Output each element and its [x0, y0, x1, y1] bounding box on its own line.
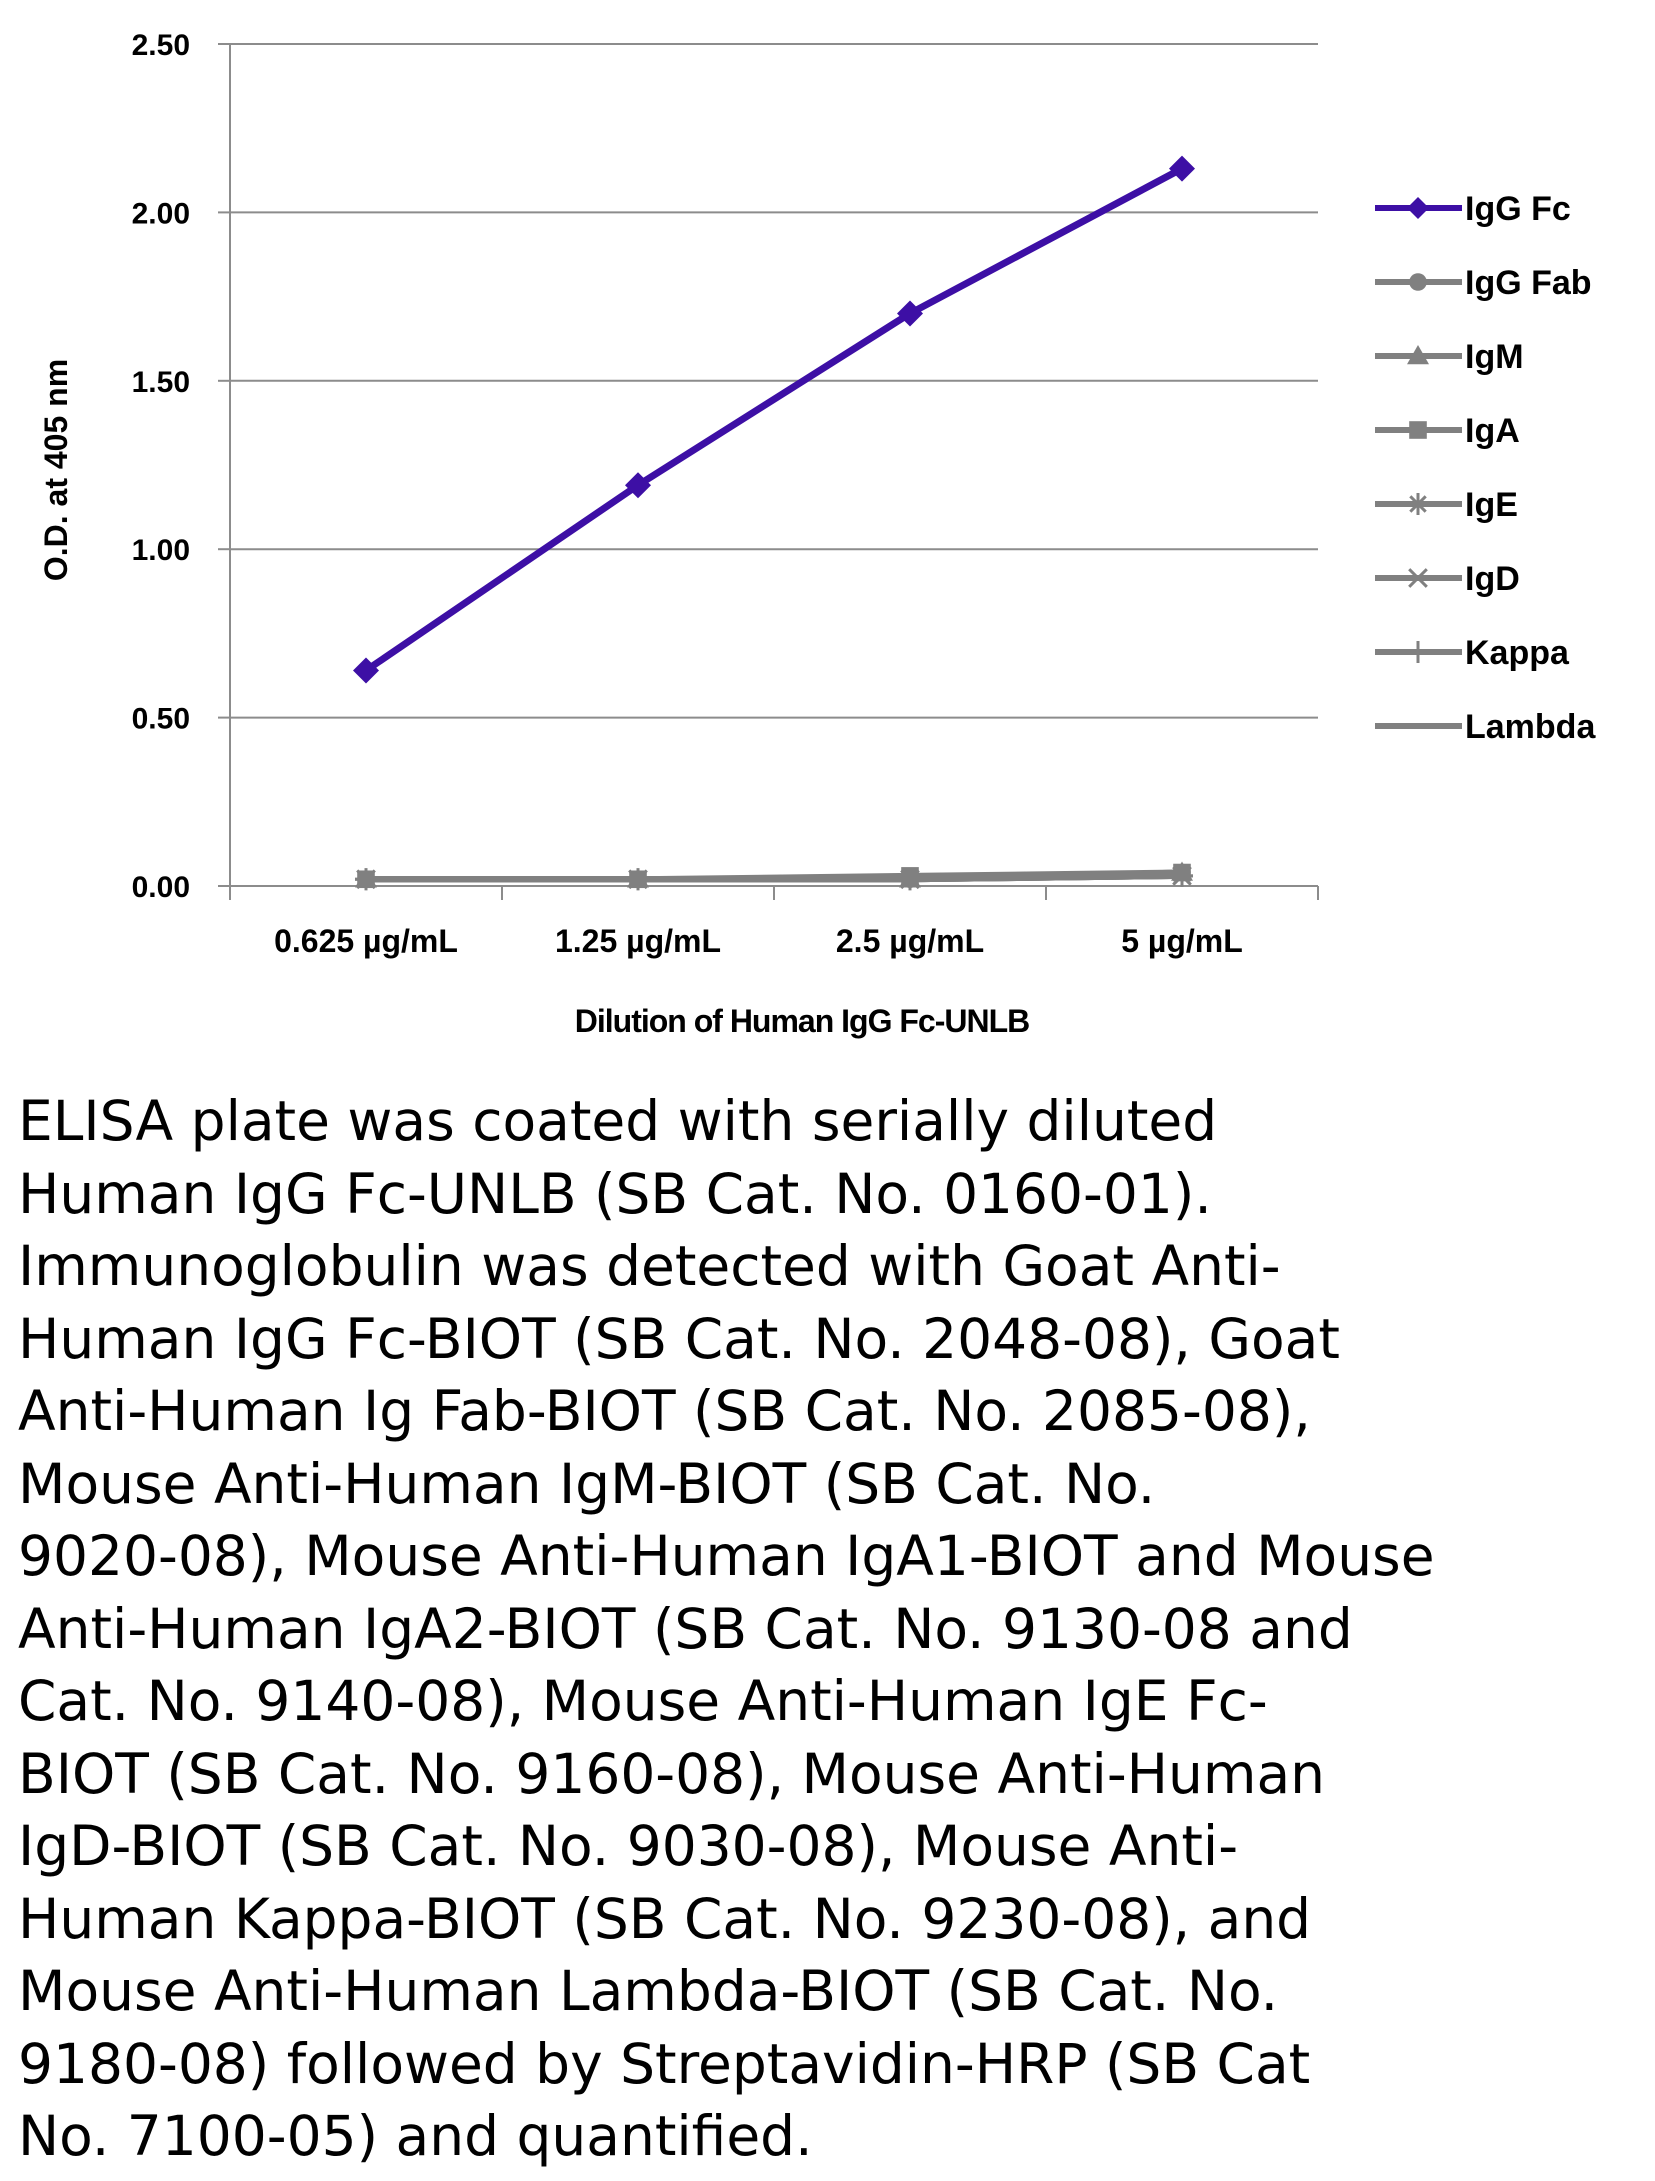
caption-line: 9180-08) followed by Streptavidin-HRP (S… [18, 2031, 1311, 2096]
y-tick-label: 2.00 [132, 197, 190, 230]
caption-line: Anti-Human Ig Fab-BIOT (SB Cat. No. 2085… [18, 1379, 1311, 1443]
x-tick-labels: 0.625 µg/mL 1.25 µg/mL 2.5 µg/mL 5 µg/mL [274, 923, 1243, 959]
marker-diamond [353, 657, 379, 684]
caption-line: Human IgG Fc-BIOT (SB Cat. No. 2048-08),… [18, 1306, 1340, 1371]
legend-marker [1407, 345, 1429, 365]
legend-label: IgD [1465, 560, 1520, 598]
y-tick-label: 2.50 [132, 29, 190, 62]
legend-label: Kappa [1465, 634, 1570, 672]
y-tick-label: 0.00 [132, 871, 190, 904]
caption-line: Human Kappa-BIOT (SB Cat. No. 9230-08), … [18, 1886, 1312, 1951]
data-point [629, 870, 647, 889]
legend-item: IgG Fc [1375, 190, 1571, 228]
legend-marker [1407, 641, 1429, 663]
caption-line: Cat. No. 9140-08), Mouse Anti-Human IgE … [18, 1669, 1268, 1733]
x-tick-label: 5 µg/mL [1121, 923, 1243, 959]
data-point [1173, 863, 1191, 882]
figure-caption: ELISA plate was coated with serially dil… [18, 1085, 1628, 2173]
marker-circle [901, 870, 919, 889]
y-axis-title: O.D. at 405 nm [38, 359, 74, 581]
legend-marker [1408, 568, 1428, 588]
legend-item: IgG Fab [1375, 264, 1592, 302]
marker-circle [1173, 863, 1191, 882]
series-line-igg-fc [364, 165, 1184, 674]
caption-line: IgD-BIOT (SB Cat. No. 9030-08), Mouse An… [18, 1814, 1239, 1878]
marker-diamond [1407, 197, 1429, 219]
legend: IgG Fc IgG Fab IgM IgA IgE IgD Kappa Lambda [1375, 190, 1596, 746]
caption-line: Immunoglobulin was detected with Goat An… [18, 1234, 1281, 1298]
grid-lines [230, 43, 1318, 719]
legend-marker [1409, 421, 1427, 439]
legend-item: IgM [1375, 338, 1524, 376]
data-point [353, 657, 379, 684]
marker-star [1407, 493, 1429, 515]
legend-marker [1409, 273, 1427, 291]
y-tick-label: 0.50 [132, 703, 190, 736]
caption-line: Human IgG Fc-UNLB (SB Cat. No. 0160-01). [18, 1161, 1212, 1226]
marker-circle [357, 870, 375, 889]
legend-label: IgE [1465, 486, 1518, 524]
marker-circle [1409, 273, 1427, 291]
x-axis-title: Dilution of Human IgG Fc-UNLB [575, 1003, 1030, 1039]
x-tick-label: 2.5 µg/mL [836, 923, 984, 959]
legend-item: Lambda [1375, 708, 1596, 746]
legend-item: IgE [1375, 486, 1518, 524]
marker-x [1408, 568, 1428, 588]
marker-circle [629, 870, 647, 889]
legend-label: IgA [1465, 412, 1520, 450]
series-line-igg-fab [366, 869, 1183, 883]
axes [218, 43, 1319, 900]
legend-marker [1407, 493, 1429, 515]
marker-diamond [897, 300, 923, 327]
data-point [1169, 155, 1195, 182]
y-tick-labels: 0.00 0.50 1.00 1.50 2.00 2.50 [132, 29, 190, 904]
data-point [897, 300, 923, 327]
legend-item: IgA [1375, 412, 1520, 450]
caption-line: Mouse Anti-Human IgM-BIOT (SB Cat. No. [18, 1451, 1156, 1516]
marker-triangle [1407, 345, 1429, 365]
caption-line: Mouse Anti-Human Lambda-BIOT (SB Cat. No… [18, 1959, 1279, 2023]
marker-diamond [1169, 155, 1195, 182]
legend-label: Lambda [1465, 708, 1596, 746]
marker-diamond [625, 472, 651, 499]
legend-item: Kappa [1375, 634, 1570, 672]
series-lines [353, 155, 1195, 891]
caption-line: BIOT (SB Cat. No. 9160-08), Mouse Anti-H… [18, 1741, 1326, 1806]
y-tick-label: 1.00 [132, 534, 190, 567]
caption-line: ELISA plate was coated with serially dil… [18, 1089, 1218, 1153]
caption-line: No. 7100-05) and quantified. [18, 2104, 813, 2168]
x-tick-label: 0.625 µg/mL [274, 923, 458, 959]
marker-square [1409, 421, 1427, 439]
legend-label: IgM [1465, 338, 1524, 376]
data-point [901, 870, 919, 889]
caption-line: 9020-08), Mouse Anti-Human IgA1-BIOT and… [18, 1524, 1435, 1588]
y-tick-label: 1.50 [132, 366, 190, 399]
marker-plus [1407, 641, 1429, 663]
legend-label: IgG Fab [1465, 264, 1592, 302]
elisa-line-chart: 0.00 0.50 1.00 1.50 2.00 2.50 0.625 µg/mL 1.25… [38, 29, 1596, 1039]
legend-item: IgD [1375, 560, 1520, 598]
data-point [625, 472, 651, 499]
legend-label: IgG Fc [1465, 190, 1571, 228]
data-point [357, 870, 375, 889]
legend-marker [1407, 197, 1429, 219]
caption-line: Anti-Human IgA2-BIOT (SB Cat. No. 9130-0… [18, 1596, 1353, 1661]
x-tick-label: 1.25 µg/mL [555, 923, 721, 959]
